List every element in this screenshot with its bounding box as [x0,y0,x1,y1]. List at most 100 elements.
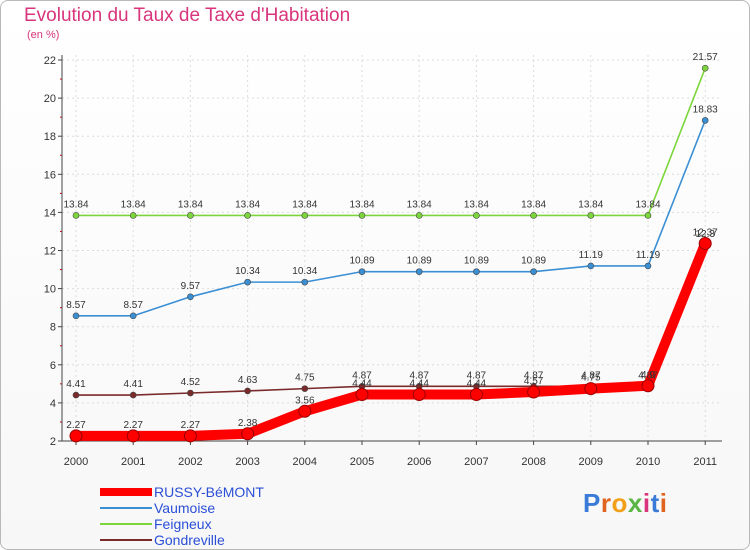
x-tick-label: 2009 [579,456,603,468]
y-tick-label: 10 [44,284,56,296]
data-point-russy-b-mont [126,429,140,443]
data-label-vaumoise: 8.57 [66,300,86,311]
data-point-gondreville [72,391,80,399]
data-point-russy-b-mont [641,379,655,393]
data-label-russy-b-mont: 4.57 [524,376,544,387]
data-label-feigneux: 13.84 [178,199,203,210]
data-point-vaumoise [415,268,423,275]
data-label-gondreville: 4.63 [238,375,258,386]
x-tick-label: 2004 [293,456,317,468]
data-label-russy-b-mont: 2.38 [238,418,258,429]
data-label-vaumoise: 10.89 [521,256,546,267]
data-point-vaumoise [587,262,595,270]
data-label-feigneux: 13.84 [464,199,489,210]
data-point-gondreville [129,391,137,399]
data-label-feigneux: 13.84 [349,199,374,210]
logo-letter: i [642,488,651,518]
data-point-vaumoise [72,312,80,320]
y-tick-label: 18 [44,131,56,143]
data-label-vaumoise: 10.89 [349,256,374,267]
y-tick-label: 16 [44,169,56,181]
data-point-feigneux [473,212,480,219]
data-point-feigneux [358,212,366,219]
data-label-russy-b-mont: 2.27 [123,420,143,431]
legend-swatch-russy-bemont [100,488,152,496]
x-tick-label: 2000 [64,456,88,468]
data-point-russy-b-mont [298,404,312,418]
logo-letter: r [600,488,612,518]
data-label-feigneux: 13.84 [121,199,146,210]
data-point-gondreville [244,387,251,395]
data-point-feigneux [244,212,251,219]
data-label-russy-b-mont: 4.44 [409,379,429,390]
legend-label: Vaumoise [154,500,216,516]
x-tick-label: 2003 [235,456,259,468]
y-axis-unit: (en %) [27,29,60,41]
data-label-vaumoise: 10.89 [464,256,489,267]
data-label-vaumoise: 10.34 [235,266,260,277]
data-label-gondreville: 4.87 [581,370,601,381]
data-label-gondreville: 4.75 [295,373,315,384]
data-label-russy-b-mont: 3.56 [295,395,315,406]
data-point-vaumoise [244,278,251,286]
data-label-gondreville: 4.87 [467,370,487,381]
logo-letter: o [611,488,628,518]
data-label-russy-b-mont: 2.27 [66,420,86,431]
data-point-vaumoise [644,262,652,270]
y-tick-label: 20 [44,93,56,105]
data-label-vaumoise: 11.19 [579,250,604,261]
legend-label: RUSSY-BéMONT [154,484,264,500]
data-point-vaumoise [530,268,537,275]
data-point-feigneux [530,212,537,219]
y-tick-label: 12 [44,246,56,258]
data-point-russy-b-mont [527,385,541,399]
data-point-gondreville [301,385,309,392]
x-tick-label: 2002 [178,456,202,468]
data-label-russy-b-mont: 12.37 [693,227,718,238]
data-point-vaumoise [701,117,709,124]
data-point-gondreville [187,389,194,397]
data-label-gondreville: 4.41 [123,379,143,390]
data-point-feigneux [587,212,595,219]
data-point-feigneux [301,212,309,219]
data-label-gondreville: 4.87 [352,370,372,381]
legend-swatch-feigneux [100,523,152,525]
data-point-vaumoise [473,268,480,275]
data-point-russy-b-mont [241,427,255,441]
data-label-vaumoise: 11.19 [636,250,661,261]
data-label-vaumoise: 9.57 [181,281,201,292]
legend-swatch-gondreville [100,539,152,541]
data-point-vaumoise [301,278,309,286]
data-label-feigneux: 21.57 [693,52,718,63]
logo-letter: x [627,488,643,518]
data-label-russy-b-mont: 2.27 [181,420,201,431]
data-point-vaumoise [187,293,194,301]
data-point-russy-b-mont [584,382,598,396]
data-point-russy-b-mont [412,388,426,402]
data-point-feigneux [415,212,423,219]
y-tick-label: 14 [44,207,56,219]
data-point-feigneux [72,212,80,219]
logo-letter: i [659,488,668,518]
y-tick-label: 8 [50,322,56,334]
data-label-vaumoise: 18.83 [693,104,718,115]
x-tick-label: 2006 [407,456,431,468]
series-layer [69,64,712,443]
data-label-gondreville: 4.41 [66,379,86,390]
data-point-feigneux [644,212,652,219]
data-point-russy-b-mont [469,388,483,402]
data-label-gondreville: 4.52 [181,377,201,388]
data-point-vaumoise [358,268,366,275]
data-label-feigneux: 13.84 [521,199,546,210]
x-tick-label: 2011 [693,456,717,468]
series-line-vaumoise [76,120,706,317]
data-point-russy-b-mont [69,429,83,443]
y-tick-label: 2 [50,436,56,448]
data-point-feigneux [129,212,137,219]
data-label-russy-b-mont: 4.75 [581,373,601,384]
chart-title: Evolution du Taux de Taxe d'Habitation [24,5,351,26]
x-tick-label: 2001 [121,456,145,468]
axes: 2 4 6 8 10 12 14 16 18 20 22 2000 2001 2002 2003 2004 20… [44,55,722,468]
